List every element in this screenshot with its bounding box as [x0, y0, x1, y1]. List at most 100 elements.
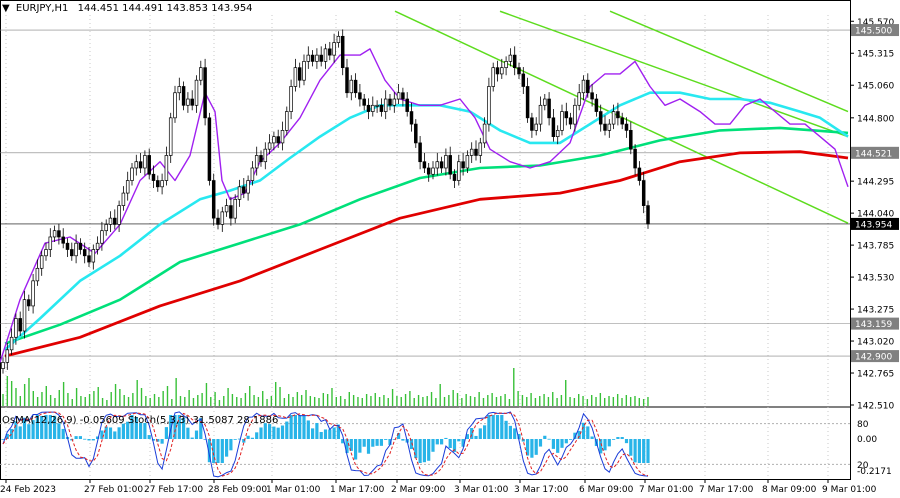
- candle: [487, 77, 491, 132]
- osma-bar: [551, 439, 555, 449]
- candle: [637, 161, 642, 186]
- osma-bar: [246, 435, 250, 439]
- osma-bar: [5, 433, 9, 439]
- price-level-label: 145.500: [855, 27, 892, 37]
- osma-bar: [40, 415, 44, 439]
- osma-bar: [341, 439, 345, 444]
- y-tick-label: 145.570: [857, 18, 894, 28]
- candle: [551, 109, 556, 142]
- price-level-tag: [851, 24, 899, 37]
- candle: [151, 165, 156, 189]
- osma-bar: [538, 439, 543, 447]
- candle: [594, 94, 599, 117]
- osma-bar: [599, 439, 603, 454]
- osma-bar: [220, 439, 224, 463]
- osma-bar: [637, 439, 641, 463]
- osma-bar: [199, 417, 203, 439]
- candle: [130, 162, 134, 186]
- osma-bar: [513, 428, 517, 439]
- candle: [306, 46, 311, 69]
- osma-bar: [250, 437, 254, 439]
- osma-bar: [646, 439, 650, 463]
- osma-bar: [272, 426, 276, 439]
- osma-bar: [500, 415, 504, 439]
- osma-bar: [440, 439, 444, 445]
- osma-bar: [543, 435, 547, 439]
- osma-bar: [87, 439, 91, 441]
- series-ema_mid: [4, 91, 849, 351]
- x-tick-label: 24 Feb 2023: [0, 485, 56, 495]
- osma-bar: [100, 430, 104, 439]
- osma-bar: [259, 427, 263, 439]
- candle: [177, 77, 182, 101]
- candle: [465, 150, 470, 174]
- osma-bar: [573, 432, 577, 439]
- osma-bar: [491, 415, 495, 439]
- candle: [117, 200, 121, 232]
- osma-bar: [61, 428, 65, 439]
- candle: [349, 75, 354, 101]
- y-tick-label: 142.510: [857, 402, 894, 412]
- osma-bar: [474, 435, 478, 439]
- osma-bar: [147, 435, 151, 439]
- candle: [409, 102, 414, 132]
- candle: [22, 290, 27, 339]
- candle: [216, 209, 220, 230]
- candle: [276, 129, 280, 148]
- candle: [611, 104, 616, 130]
- osma-bar: [285, 421, 289, 439]
- candle: [74, 234, 78, 264]
- x-tick-label: 27 Feb 17:00: [144, 485, 203, 495]
- candle: [91, 244, 96, 270]
- candle: [5, 342, 10, 370]
- stoch-level-label: 80: [857, 420, 869, 430]
- price-level-label: 143.159: [855, 320, 892, 330]
- candle: [259, 150, 263, 167]
- price-level-label: 144.521: [855, 149, 892, 159]
- osma-bar: [280, 425, 285, 439]
- candle: [57, 223, 61, 245]
- osma-bar: [212, 439, 216, 463]
- candle: [336, 31, 341, 48]
- osma-bar: [91, 439, 95, 441]
- candle: [474, 140, 478, 161]
- candle: [620, 112, 624, 130]
- candle: [530, 112, 534, 138]
- candle: [598, 104, 603, 132]
- osma-bar: [113, 431, 117, 439]
- candle: [590, 83, 594, 107]
- osma-bar: [10, 428, 14, 439]
- candle: [9, 328, 14, 355]
- candle: [383, 90, 388, 120]
- candle: [573, 98, 577, 132]
- osma-bar: [96, 436, 100, 439]
- x-tick-label: 1 Mar 01:00: [266, 485, 321, 495]
- candle: [143, 150, 147, 176]
- candle: [375, 100, 379, 113]
- osma-bar: [173, 415, 177, 439]
- price-level-label: 143.954: [855, 220, 892, 230]
- osma-bar: [44, 415, 48, 439]
- osma-bar: [487, 415, 491, 439]
- price-level-lines: [0, 29, 850, 357]
- osma-bar: [620, 437, 624, 439]
- osma-bar: [126, 421, 130, 439]
- candle: [323, 43, 328, 69]
- channel-line: [394, 10, 849, 224]
- candle: [207, 112, 212, 186]
- osma-bar: [414, 439, 418, 459]
- osma-bar: [448, 439, 452, 448]
- osma-bar: [237, 438, 242, 440]
- candle: [405, 92, 409, 117]
- osma-bar: [642, 439, 646, 463]
- osma-bar: [379, 439, 383, 446]
- osma-bar: [268, 424, 272, 439]
- candle: [134, 154, 139, 176]
- candle: [581, 75, 586, 101]
- candle: [624, 117, 629, 138]
- plot-frame: [0, 0, 851, 480]
- header-arrow-icon: ▼: [2, 3, 10, 14]
- candle: [564, 102, 569, 126]
- x-tick-label: 2 Mar 09:00: [391, 485, 446, 495]
